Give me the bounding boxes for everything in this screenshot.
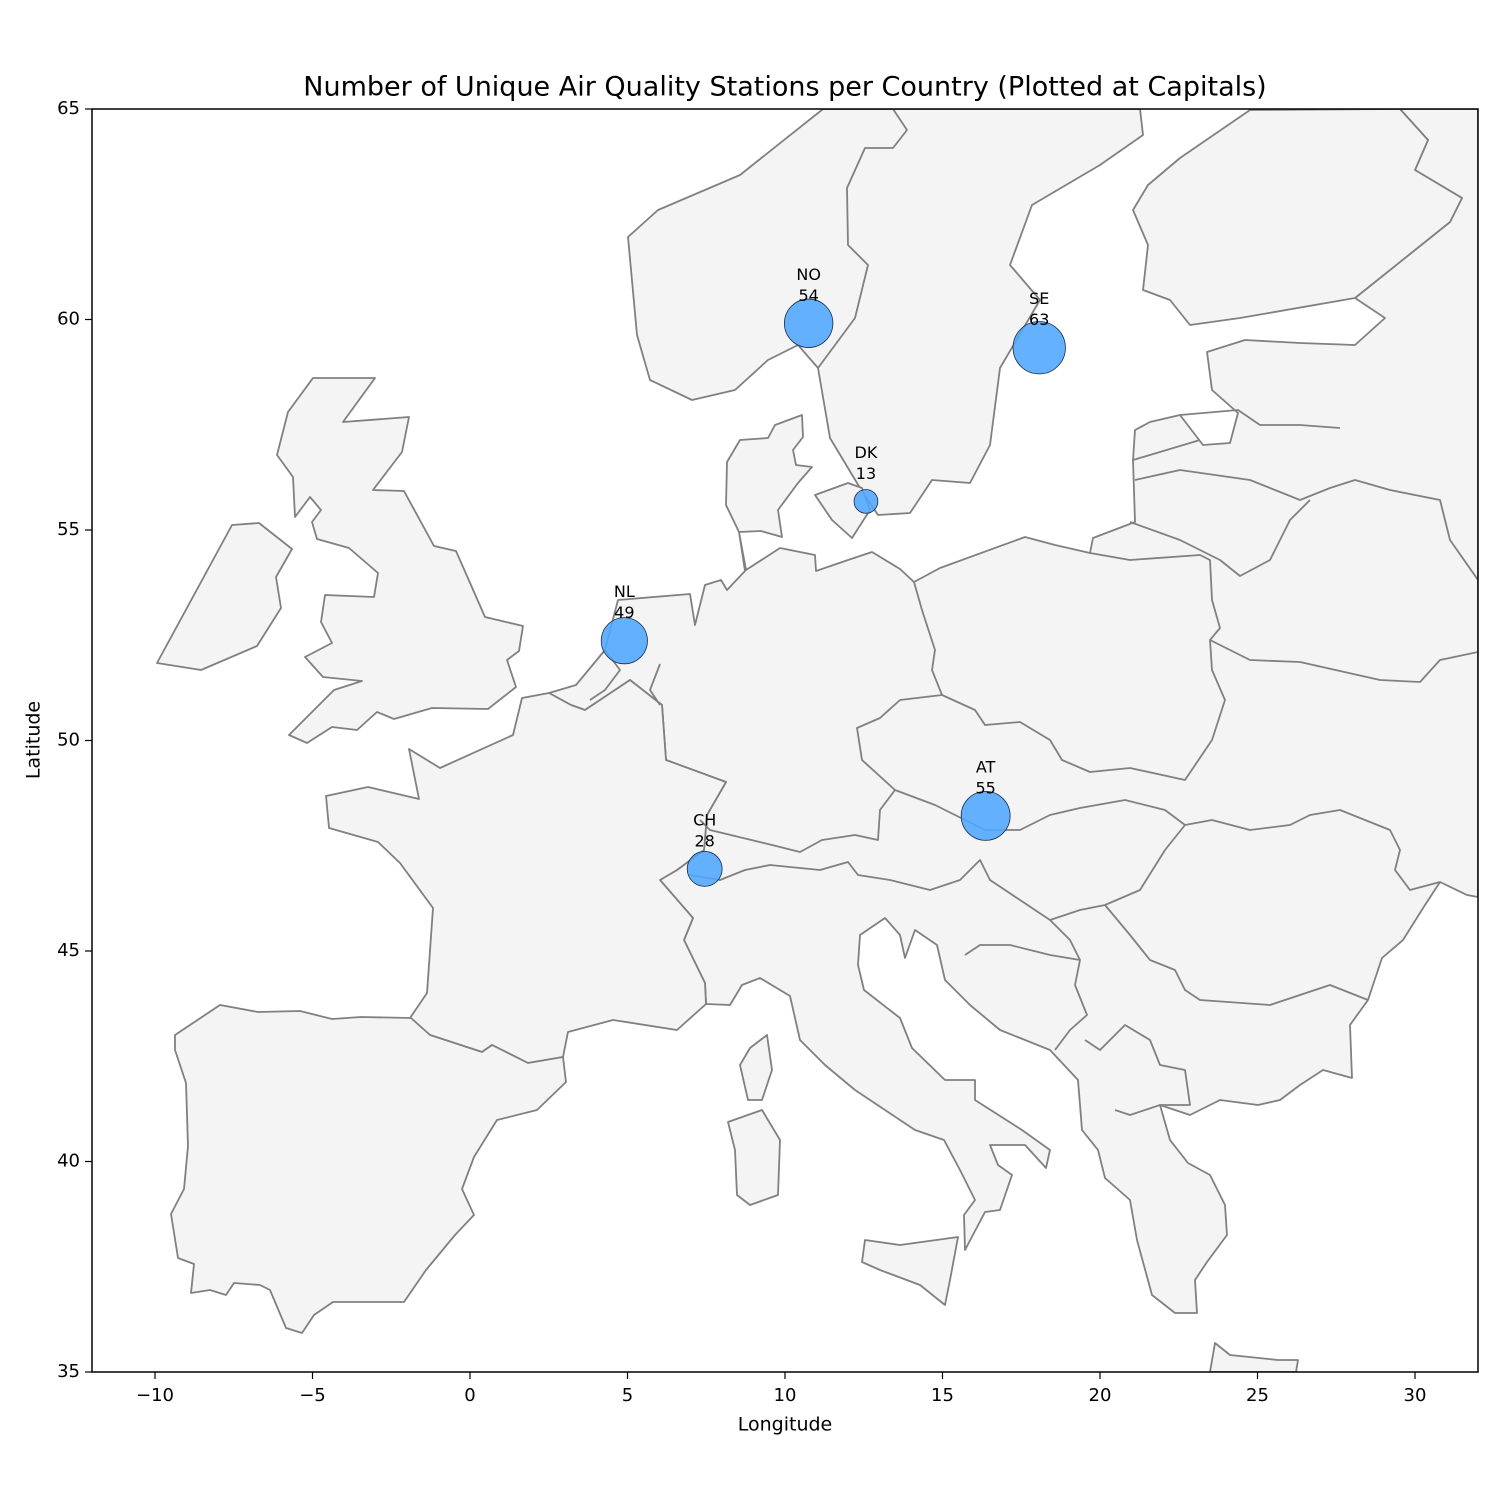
y-tick-label: 40 <box>57 1151 80 1172</box>
station-bubble <box>600 617 648 665</box>
country-label: CH <box>693 810 716 829</box>
y-axis-label: Latitude <box>23 701 45 779</box>
count-label: 63 <box>1029 310 1049 329</box>
y-tick-label: 60 <box>57 309 80 330</box>
y-tick-label: 35 <box>57 1361 80 1382</box>
x-tick-label: 30 <box>1404 1385 1427 1406</box>
count-label: 54 <box>798 286 818 305</box>
station-bubble <box>1012 321 1066 375</box>
border <box>941 552 1226 781</box>
country-shape <box>156 522 293 671</box>
count-label: 49 <box>614 603 634 622</box>
country-label: NO <box>796 265 821 284</box>
island <box>1209 1342 1299 1372</box>
border <box>1184 809 1441 891</box>
y-tick-label: 45 <box>57 940 80 961</box>
country-shape <box>627 109 1144 516</box>
y-tick-label: 50 <box>57 730 80 751</box>
country-shape <box>1132 109 1463 326</box>
country-shape <box>170 1004 567 1334</box>
count-label: 55 <box>975 778 995 797</box>
border <box>1104 904 1369 1006</box>
station-bubble <box>960 790 1011 841</box>
border <box>689 789 1186 921</box>
x-axis-label: Longitude <box>738 1414 833 1436</box>
country-shape <box>325 679 727 1064</box>
border <box>964 919 1191 1116</box>
border <box>699 581 943 853</box>
count-label: 13 <box>856 464 876 483</box>
x-tick-label: 10 <box>774 1385 797 1406</box>
x-tick-label: −5 <box>299 1385 326 1406</box>
island <box>739 1034 773 1101</box>
y-tick-label: 65 <box>57 98 80 119</box>
country-shape <box>276 377 524 744</box>
country-label: DK <box>855 443 878 462</box>
country-label: AT <box>976 757 996 776</box>
border <box>1129 409 1478 683</box>
x-tick-label: 25 <box>1246 1385 1269 1406</box>
island <box>727 1109 781 1206</box>
y-tick-label: 55 <box>57 519 80 540</box>
country-label: SE <box>1029 289 1049 308</box>
x-tick-label: 0 <box>464 1385 475 1406</box>
country-shape <box>548 109 1478 1314</box>
station-bubble <box>783 298 834 348</box>
x-tick-label: 20 <box>1089 1385 1112 1406</box>
island <box>861 1236 959 1306</box>
chart-title: Number of Unique Air Quality Stations pe… <box>303 72 1266 103</box>
station-bubble <box>686 851 723 887</box>
x-tick-label: 5 <box>622 1385 633 1406</box>
x-tick-label: 15 <box>931 1385 954 1406</box>
count-label: 28 <box>694 831 714 850</box>
basemap <box>156 109 1478 1372</box>
border <box>817 109 908 369</box>
x-tick-label: −10 <box>136 1385 174 1406</box>
station-bubble <box>853 489 879 514</box>
country-label: NL <box>614 582 635 601</box>
